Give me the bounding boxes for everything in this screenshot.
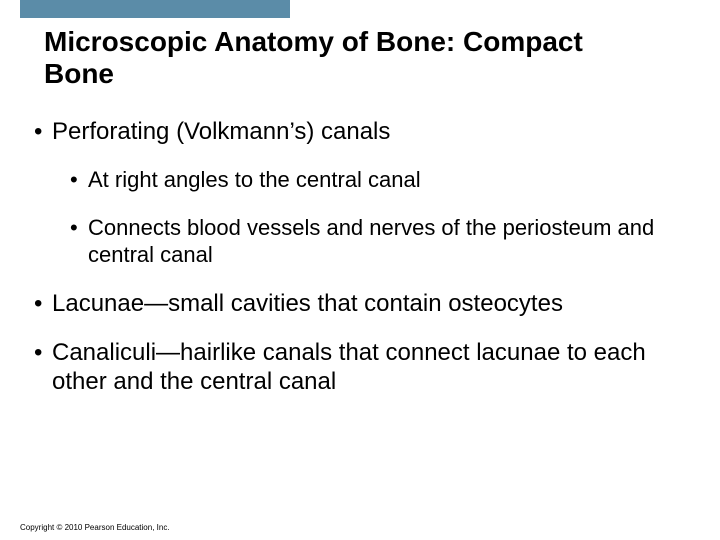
- bullet-level2: Connects blood vessels and nerves of the…: [70, 215, 680, 268]
- bullet-level1: Lacunae—small cavities that contain oste…: [34, 290, 680, 319]
- slide-title: Microscopic Anatomy of Bone: Compact Bon…: [44, 26, 660, 90]
- slide-content: Perforating (Volkmann’s) canals At right…: [34, 118, 680, 416]
- copyright-text: Copyright © 2010 Pearson Education, Inc.: [20, 523, 170, 532]
- bullet-level2: At right angles to the central canal: [70, 167, 680, 193]
- accent-bar: [20, 0, 290, 18]
- bullet-level1: Canaliculi—hairlike canals that connect …: [34, 339, 680, 397]
- bullet-level1: Perforating (Volkmann’s) canals: [34, 118, 680, 147]
